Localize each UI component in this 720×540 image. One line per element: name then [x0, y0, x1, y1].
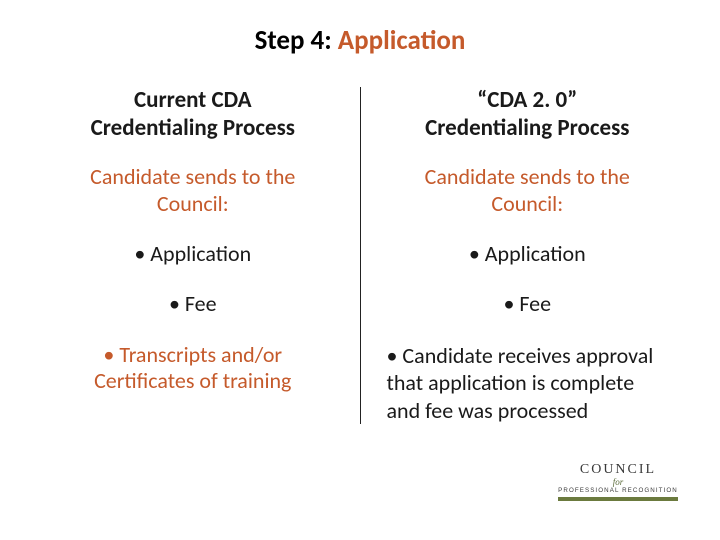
- title-application: Application: [338, 24, 466, 57]
- left-heading-line1: Current CDA: [134, 86, 252, 114]
- right-heading-line2: Credentialing Process: [425, 114, 629, 142]
- right-heading: “CDA 2. 0” Credentialing Process: [383, 87, 673, 142]
- columns: Current CDA Credentialing Process Candid…: [36, 87, 684, 424]
- logo-line2: for: [613, 477, 624, 487]
- right-paragraph: • Candidate receives approval that appli…: [383, 342, 673, 425]
- right-bullet-2: • Fee: [383, 291, 673, 317]
- logo-line1: COUNCIL: [580, 462, 656, 478]
- slide: Step 4: Application Current CDA Credenti…: [0, 0, 720, 540]
- council-logo: COUNCIL for PROFESSIONAL RECOGNITION: [558, 458, 678, 504]
- right-subheading: Candidate sends to the Council:: [383, 164, 673, 217]
- left-bullet-1: • Application: [48, 241, 338, 267]
- left-last-line1: • Transcripts and/or: [103, 341, 282, 368]
- logo-bar: [558, 497, 678, 501]
- right-bullet-1: • Application: [383, 241, 673, 267]
- left-sub-line2: Council:: [157, 190, 229, 217]
- title-step: Step 4:: [255, 24, 338, 57]
- right-heading-line1: “CDA 2. 0”: [477, 86, 577, 114]
- left-heading: Current CDA Credentialing Process: [48, 87, 338, 142]
- right-sub-line2: Council:: [491, 190, 563, 217]
- right-sub-line1: Candidate sends to the: [425, 163, 630, 190]
- page-title: Step 4: Application: [36, 24, 684, 57]
- logo-line3: PROFESSIONAL RECOGNITION: [558, 487, 678, 494]
- left-bullet-3: • Transcripts and/or Certificates of tra…: [48, 342, 338, 395]
- column-current: Current CDA Credentialing Process Candid…: [36, 87, 361, 424]
- left-last-line2: Certificates of training: [94, 367, 291, 394]
- left-sub-line1: Candidate sends to the: [90, 163, 295, 190]
- left-subheading: Candidate sends to the Council:: [48, 164, 338, 217]
- left-heading-line2: Credentialing Process: [91, 114, 295, 142]
- column-cda20: “CDA 2. 0” Credentialing Process Candida…: [361, 87, 685, 424]
- left-bullet-2: • Fee: [48, 291, 338, 317]
